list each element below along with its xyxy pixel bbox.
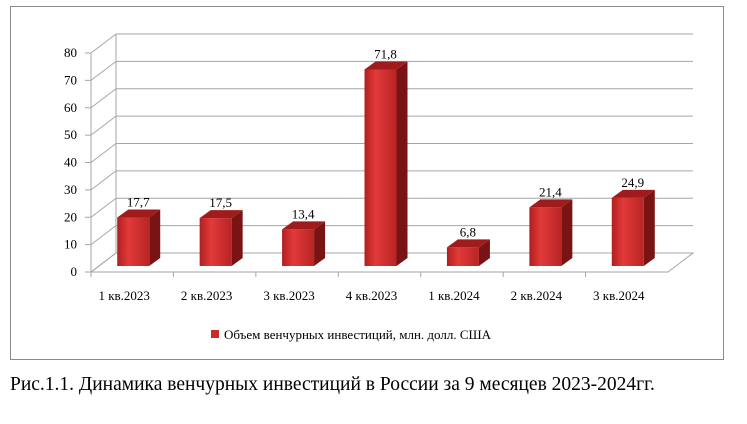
y-tick-label: 0 — [71, 264, 78, 279]
bar-top — [282, 221, 326, 230]
bar-front — [282, 229, 315, 266]
data-label: 21,4 — [539, 184, 562, 199]
legend-label: Объем венчурных инвестиций, млн. долл. С… — [224, 327, 492, 342]
bar-front — [529, 207, 562, 266]
bar-front — [117, 217, 150, 266]
bar-front — [446, 247, 479, 266]
side-gridline — [90, 197, 117, 218]
x-tick-label: 1 кв.2024 — [428, 288, 480, 303]
y-tick-label: 10 — [64, 237, 77, 252]
bar — [199, 210, 243, 266]
bar — [282, 221, 326, 266]
side-gridline — [90, 170, 117, 191]
x-tick-label: 1 кв.2023 — [98, 288, 149, 303]
bar-front — [199, 218, 232, 266]
y-tick-label: 40 — [64, 155, 77, 170]
y-tick-label: 20 — [64, 209, 77, 224]
chart-frame: 0 10 20 30 40 50 60 70 80 17,7 1 кв.2023 17,5 2 кв.2… — [10, 6, 724, 360]
side-gridline — [90, 143, 117, 163]
side-gridline — [90, 225, 117, 246]
data-label: 17,5 — [209, 195, 232, 210]
bar-top — [199, 210, 243, 219]
y-tick-label: 60 — [64, 100, 77, 115]
bar-top — [611, 189, 655, 198]
x-tick-label: 4 кв.2023 — [346, 288, 397, 303]
y-tick-label: 50 — [64, 127, 77, 142]
side-gridline — [90, 33, 117, 54]
x-tick-label: 2 кв.2024 — [511, 288, 563, 303]
bar-front — [611, 197, 644, 266]
y-tick-label: 30 — [64, 182, 77, 197]
x-tick-label: 3 кв.2023 — [263, 288, 314, 303]
legend-swatch — [211, 330, 219, 338]
side-gridline — [90, 115, 117, 136]
data-label: 6,8 — [460, 224, 476, 239]
bar-side — [149, 209, 161, 266]
bar-side — [314, 221, 326, 266]
bar — [364, 61, 408, 267]
side-gridline — [90, 252, 117, 273]
bar — [117, 209, 161, 266]
legend: Объем венчурных инвестиций, млн. долл. С… — [211, 327, 492, 342]
bar — [446, 239, 490, 266]
bar-side — [396, 61, 408, 267]
x-tick-label: 2 кв.2023 — [181, 288, 232, 303]
y-tick-label: 70 — [64, 72, 77, 87]
x-tick-label: 3 кв.2024 — [593, 288, 645, 303]
bar-top — [117, 209, 161, 218]
data-label: 13,4 — [292, 206, 315, 221]
bar-chart: 0 10 20 30 40 50 60 70 80 17,7 1 кв.2023 17,5 2 кв.2… — [64, 33, 695, 342]
side-gridline — [90, 60, 117, 81]
data-label: 71,8 — [374, 46, 397, 61]
figure-caption: Рис.1.1. Динамика венчурных инвестиций в… — [10, 374, 655, 395]
bar-top — [529, 199, 573, 208]
data-label: 24,9 — [621, 175, 644, 190]
bar — [611, 189, 655, 266]
bar-side — [561, 199, 573, 266]
bar-side — [231, 210, 243, 266]
data-label: 17,7 — [127, 195, 150, 210]
y-tick-label: 80 — [64, 45, 77, 60]
side-gridline — [90, 88, 117, 109]
bar-side — [478, 239, 490, 266]
bar — [529, 199, 573, 266]
bar-top — [364, 61, 408, 70]
bar-side — [643, 189, 655, 266]
bar-top — [446, 239, 490, 248]
bar-front — [364, 69, 397, 266]
